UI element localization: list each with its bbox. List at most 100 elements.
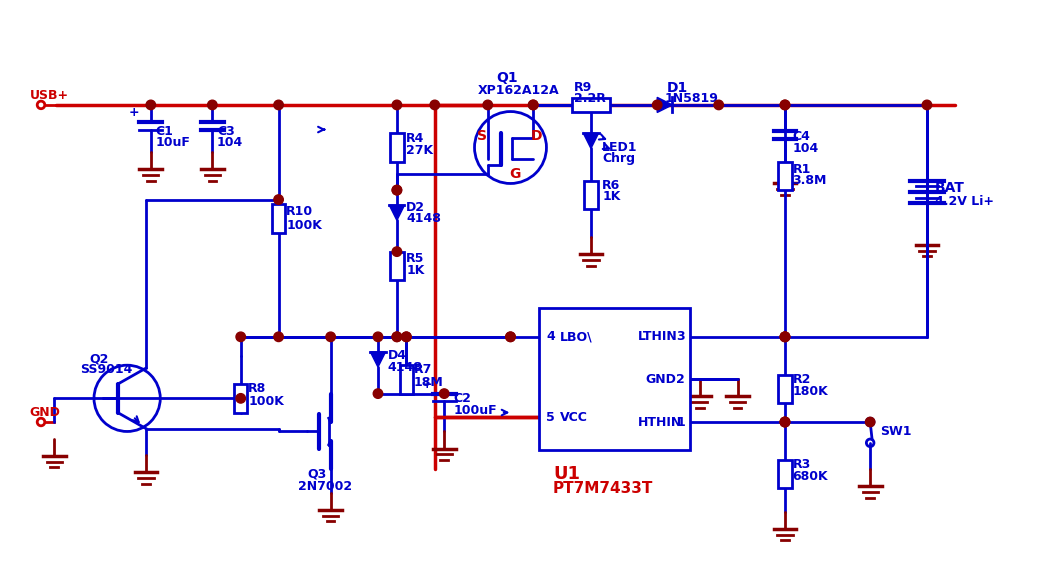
Text: 1K: 1K bbox=[602, 190, 621, 203]
Circle shape bbox=[714, 100, 723, 109]
Text: R5: R5 bbox=[406, 252, 425, 265]
Text: 4: 4 bbox=[546, 330, 555, 343]
Text: D4: D4 bbox=[387, 350, 407, 362]
Text: 680K: 680K bbox=[793, 471, 828, 484]
Text: C3: C3 bbox=[217, 125, 235, 138]
Text: D1: D1 bbox=[666, 81, 688, 95]
Polygon shape bbox=[583, 134, 599, 149]
Text: Chrg: Chrg bbox=[602, 153, 635, 165]
Circle shape bbox=[430, 100, 439, 109]
Text: D: D bbox=[531, 129, 543, 143]
Text: VCC: VCC bbox=[559, 411, 588, 424]
Circle shape bbox=[146, 100, 156, 109]
Text: 180K: 180K bbox=[793, 385, 828, 398]
Text: R2: R2 bbox=[793, 373, 811, 386]
Polygon shape bbox=[371, 352, 385, 367]
Text: LED1: LED1 bbox=[602, 141, 637, 154]
Text: 2: 2 bbox=[676, 373, 685, 386]
Circle shape bbox=[374, 389, 383, 398]
Text: 100K: 100K bbox=[248, 395, 284, 408]
Circle shape bbox=[506, 332, 515, 342]
Circle shape bbox=[483, 100, 492, 109]
Text: 2.2R: 2.2R bbox=[574, 92, 606, 105]
Circle shape bbox=[781, 332, 790, 342]
Text: BAT: BAT bbox=[934, 181, 964, 195]
Text: 104: 104 bbox=[217, 136, 243, 149]
Text: 1: 1 bbox=[676, 416, 685, 429]
Circle shape bbox=[781, 100, 790, 109]
Text: +: + bbox=[421, 378, 433, 391]
Text: D2: D2 bbox=[406, 201, 426, 214]
Circle shape bbox=[922, 100, 932, 109]
Bar bbox=[390, 134, 404, 162]
Text: R7: R7 bbox=[414, 364, 432, 376]
Circle shape bbox=[392, 185, 402, 195]
Text: 4148: 4148 bbox=[406, 212, 441, 225]
Text: 5: 5 bbox=[546, 411, 555, 424]
Circle shape bbox=[781, 417, 790, 427]
Text: C4: C4 bbox=[793, 130, 811, 142]
Text: 4148: 4148 bbox=[387, 361, 422, 374]
Circle shape bbox=[374, 332, 383, 342]
Text: 1N5819: 1N5819 bbox=[664, 92, 718, 105]
Circle shape bbox=[781, 100, 790, 109]
Text: 18M: 18M bbox=[414, 376, 443, 389]
Circle shape bbox=[326, 332, 335, 342]
Circle shape bbox=[781, 332, 790, 342]
Bar bbox=[390, 252, 404, 280]
Circle shape bbox=[528, 100, 538, 109]
Text: R4: R4 bbox=[406, 131, 425, 145]
Circle shape bbox=[402, 332, 411, 342]
Circle shape bbox=[439, 389, 449, 398]
Polygon shape bbox=[657, 98, 673, 113]
Text: S: S bbox=[477, 129, 487, 143]
Text: +: + bbox=[129, 106, 139, 119]
Text: Q2: Q2 bbox=[89, 352, 109, 365]
Text: LTHIN: LTHIN bbox=[638, 330, 678, 343]
Text: C2: C2 bbox=[454, 392, 471, 405]
Circle shape bbox=[236, 332, 245, 342]
Circle shape bbox=[208, 100, 217, 109]
Circle shape bbox=[402, 332, 411, 342]
Text: LBO\: LBO\ bbox=[559, 330, 593, 343]
Circle shape bbox=[866, 417, 875, 427]
Text: Q1: Q1 bbox=[496, 71, 518, 85]
Polygon shape bbox=[389, 205, 405, 220]
Text: GND: GND bbox=[30, 406, 60, 419]
Text: 10uF: 10uF bbox=[156, 136, 190, 149]
Text: 4.2V Li+: 4.2V Li+ bbox=[934, 195, 993, 208]
Text: G: G bbox=[510, 167, 521, 181]
Text: SS9014: SS9014 bbox=[80, 364, 132, 376]
Bar bbox=[235, 384, 247, 412]
Text: 3: 3 bbox=[676, 330, 685, 343]
Text: Q3: Q3 bbox=[307, 467, 326, 481]
Text: 100uF: 100uF bbox=[454, 404, 497, 417]
Text: 3.8M: 3.8M bbox=[793, 174, 827, 187]
Bar bbox=[778, 162, 792, 190]
Circle shape bbox=[392, 332, 402, 342]
Bar bbox=[539, 309, 690, 450]
Text: U1: U1 bbox=[553, 465, 581, 483]
Circle shape bbox=[392, 100, 402, 109]
Text: 1K: 1K bbox=[406, 264, 425, 277]
Circle shape bbox=[781, 417, 790, 427]
Text: R8: R8 bbox=[248, 383, 267, 396]
Bar bbox=[400, 365, 413, 394]
Text: 100K: 100K bbox=[286, 219, 322, 232]
Circle shape bbox=[274, 332, 283, 342]
Text: R3: R3 bbox=[793, 458, 811, 471]
Circle shape bbox=[274, 195, 283, 204]
Circle shape bbox=[392, 185, 402, 195]
Bar bbox=[778, 375, 792, 403]
Text: C1: C1 bbox=[156, 125, 173, 138]
Bar bbox=[572, 98, 610, 112]
Circle shape bbox=[392, 332, 402, 342]
Circle shape bbox=[781, 417, 790, 427]
Circle shape bbox=[506, 332, 515, 342]
Text: XP162A12A: XP162A12A bbox=[477, 84, 559, 97]
Text: R9: R9 bbox=[574, 81, 592, 94]
Text: SW1: SW1 bbox=[879, 425, 911, 438]
Text: R10: R10 bbox=[286, 205, 313, 218]
Bar bbox=[584, 181, 598, 209]
Text: 2N7002: 2N7002 bbox=[298, 480, 352, 493]
